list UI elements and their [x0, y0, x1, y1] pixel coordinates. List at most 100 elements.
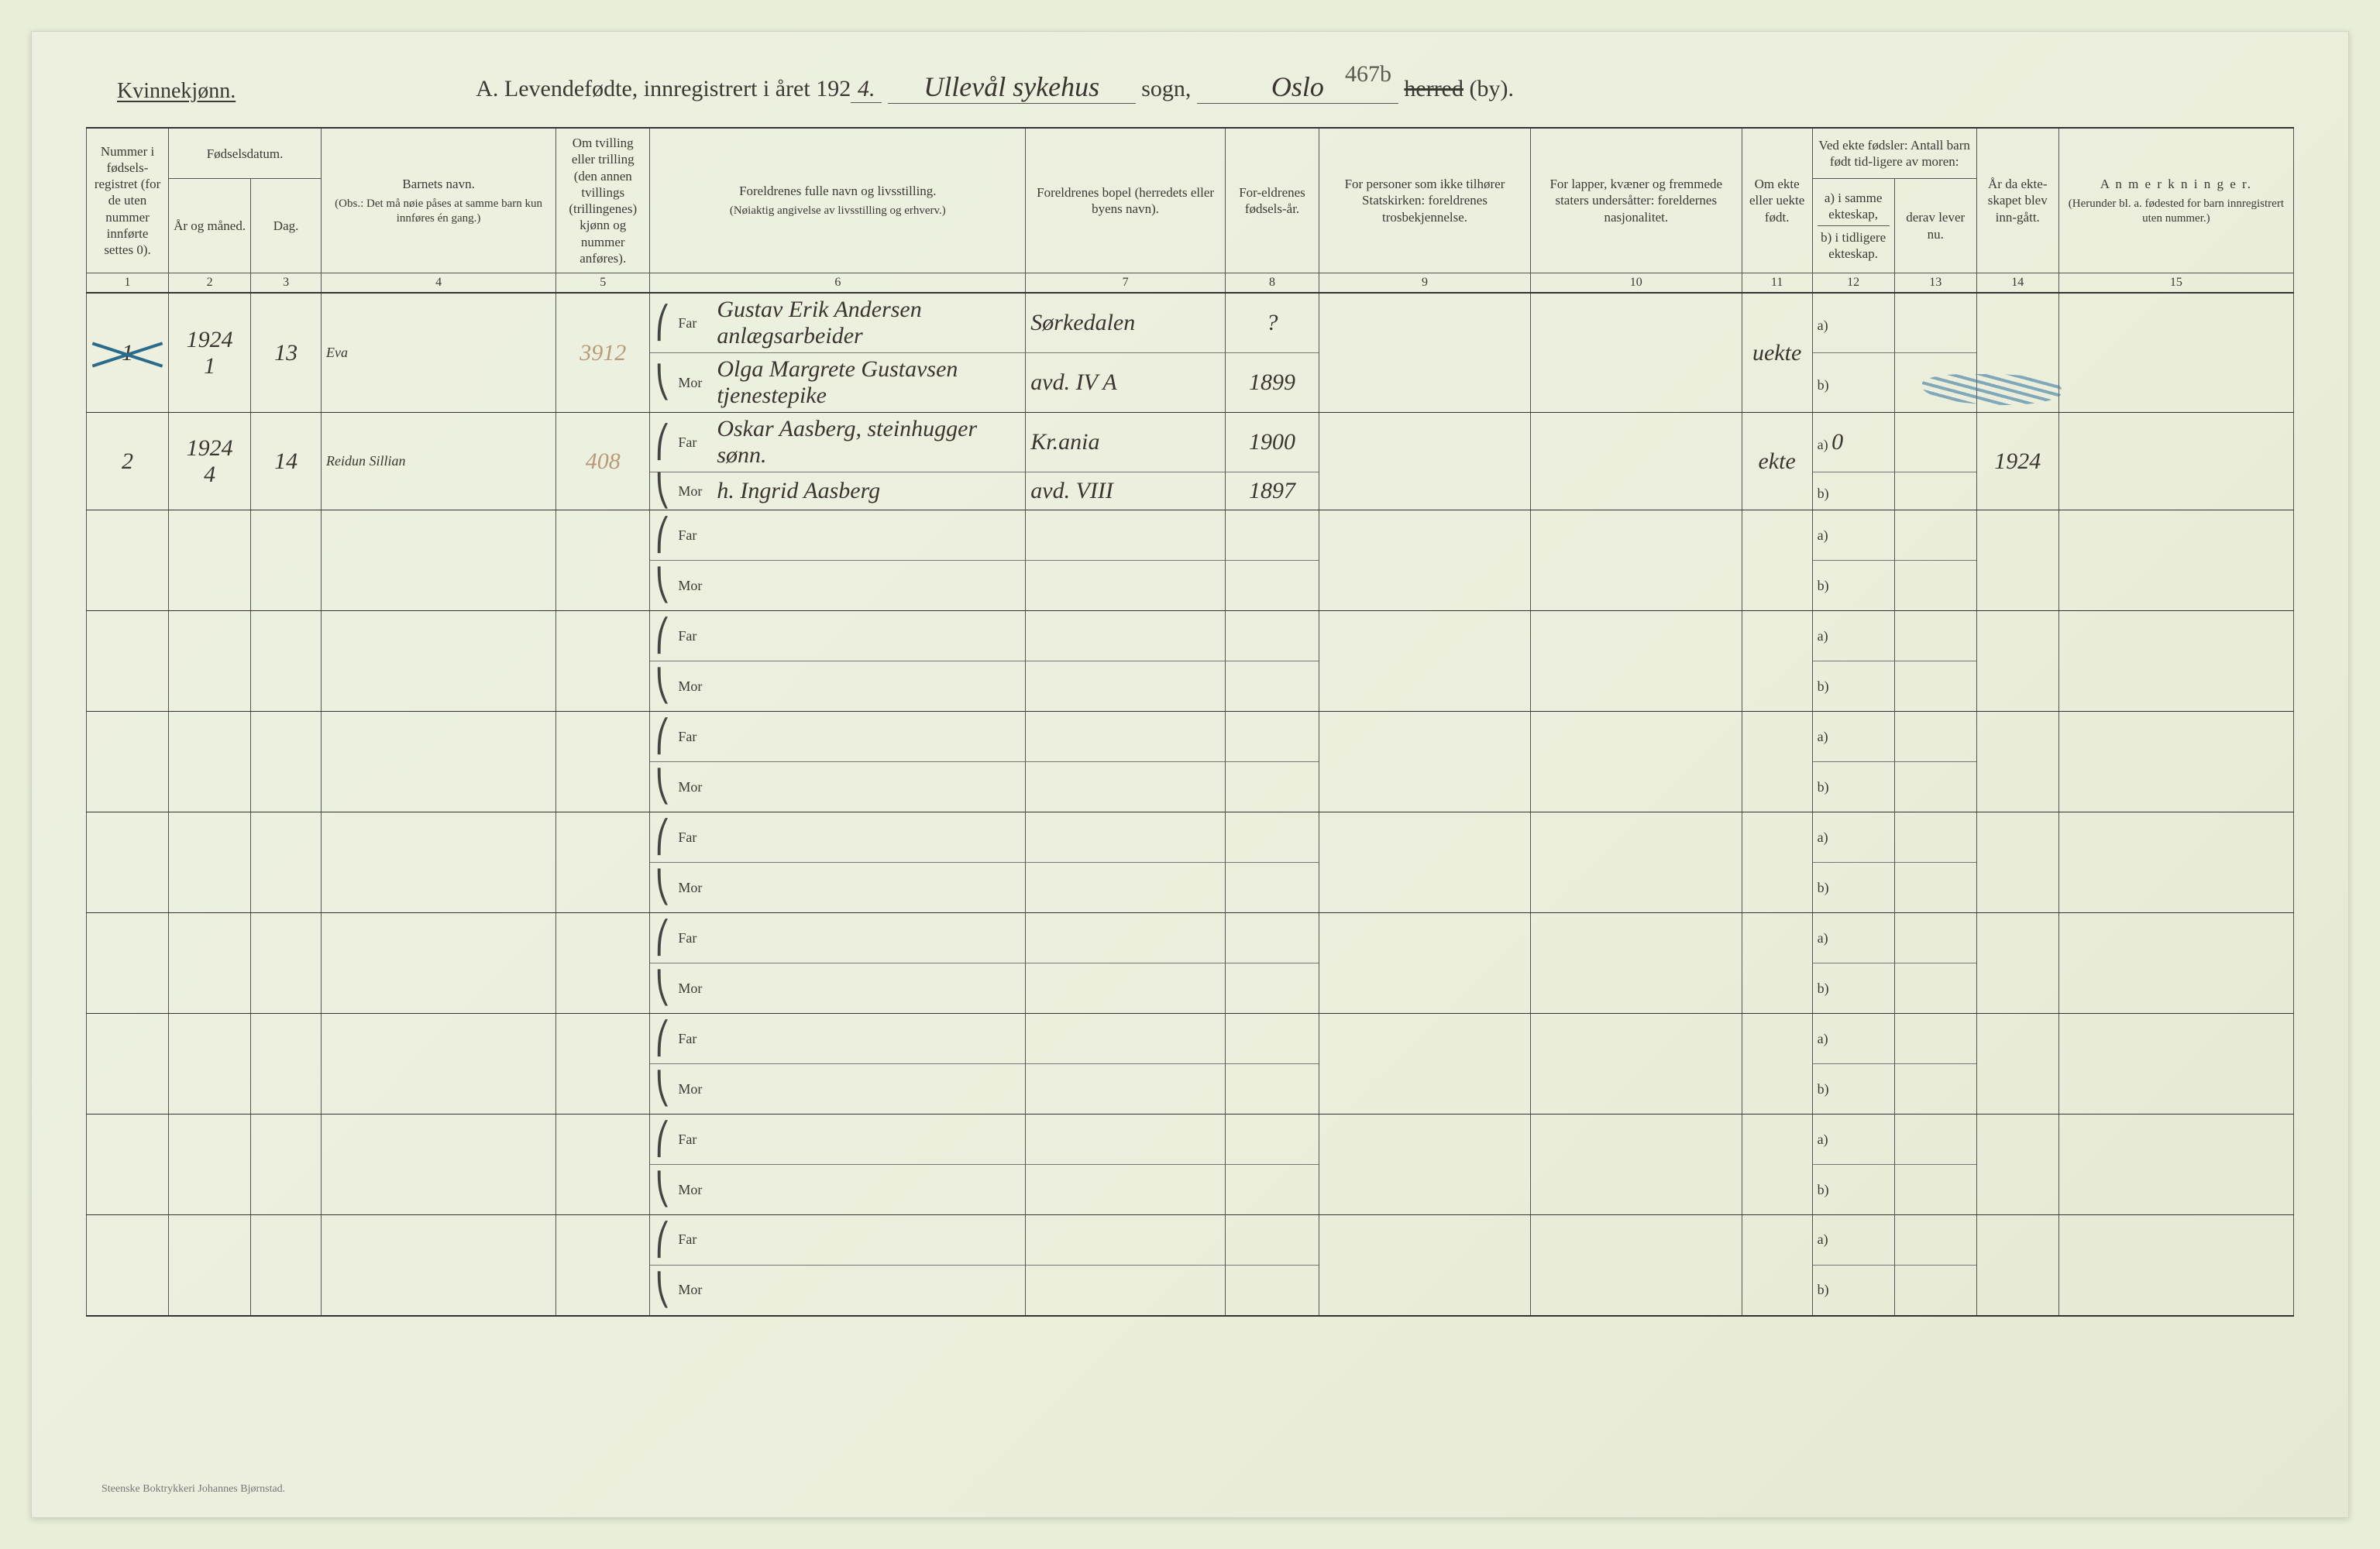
- mor-label: Mor: [678, 981, 709, 997]
- cell-empty: [1026, 1165, 1226, 1215]
- cell-a-empty: a): [1812, 1014, 1894, 1064]
- far-label: Far: [678, 829, 709, 846]
- cell-empty: [1225, 1215, 1319, 1266]
- cell-tros: [1319, 413, 1531, 510]
- th-lever-nu: derav lever nu.: [1894, 179, 1976, 273]
- cell-empty: [1894, 1165, 1976, 1215]
- cell-far-empty: ⎛Far: [650, 611, 1026, 661]
- cell-empty: [1225, 611, 1319, 661]
- cell-empty: [322, 1115, 556, 1215]
- cell-b-empty: b): [1812, 963, 1894, 1014]
- th-anm-label: A n m e r k n i n g e r.: [2064, 176, 2289, 192]
- th-parents-label: Foreldrenes fulle navn og livsstilling.: [655, 183, 1020, 199]
- th-fodselsaar: For-eldrenes fødsels-år.: [1225, 128, 1319, 273]
- cell-empty: [1976, 1014, 2058, 1115]
- cell-empty: [169, 611, 251, 712]
- cell-empty: [1894, 963, 1976, 1014]
- cell-empty: [1530, 812, 1742, 913]
- entry-row: 1 1924 1 13 Eva 3912 ⎛ Far Gustav Erik A…: [87, 293, 2294, 353]
- cell-empty: [322, 1215, 556, 1316]
- cell-empty: [1225, 913, 1319, 963]
- brace-bottom: ⎝: [655, 570, 670, 601]
- brace-bottom: ⎝: [655, 1275, 670, 1306]
- cell-b-empty: b): [1812, 863, 1894, 913]
- sogn-label: sogn,: [1141, 76, 1191, 101]
- cell-anm: [2058, 413, 2293, 510]
- cell-empty: [1976, 611, 2058, 712]
- cell-empty: [251, 812, 322, 913]
- cell-empty: [1976, 510, 2058, 611]
- cell-empty: [1225, 1115, 1319, 1165]
- colnum: 13: [1894, 273, 1976, 294]
- th-tvilling: Om tvilling eller trilling (den annen tv…: [556, 128, 650, 273]
- cell-empty: [1026, 762, 1226, 812]
- cell-year-month: 1924 1: [169, 293, 251, 413]
- register-page: 467b Kvinnekjønn. A. Levendefødte, innre…: [31, 31, 2349, 1518]
- cell-lever-a: [1894, 413, 1976, 472]
- th-ekteskap-aar: År da ekte-skapet blev inn-gått.: [1976, 128, 2058, 273]
- cell-a: a): [1812, 293, 1894, 353]
- cell-child-name: Reidun Sillian: [322, 413, 556, 510]
- cell-mor: ⎝ Mor h. Ingrid Aasberg: [650, 472, 1026, 510]
- column-numbers-row: 1 2 3 4 5 6 7 8 9 10 11 12 13 14 15: [87, 273, 2294, 294]
- cell-b: b): [1812, 472, 1894, 510]
- brace-bottom: ⎝: [655, 872, 670, 903]
- cell-empty: [1894, 1115, 1976, 1165]
- cell-anm: [2058, 293, 2293, 413]
- cell-a-empty: a): [1812, 913, 1894, 963]
- cell-empty: [1225, 963, 1319, 1014]
- cell-far-empty: ⎛Far: [650, 510, 1026, 561]
- colnum: 10: [1530, 273, 1742, 294]
- colnum: 2: [169, 273, 251, 294]
- entry-row: 2 1924 4 14 Reidun Sillian 408 ⎛ Far Osk…: [87, 413, 2294, 472]
- cell-a-empty: a): [1812, 1115, 1894, 1165]
- mor-label: Mor: [678, 1081, 709, 1097]
- cell-empty: [1894, 712, 1976, 762]
- cell-b-empty: b): [1812, 1265, 1894, 1315]
- cell-empty: [251, 510, 322, 611]
- th-bopel: Foreldrenes bopel (herredets eller byens…: [1026, 128, 1226, 273]
- colnum: 6: [650, 273, 1026, 294]
- far-label: Far: [678, 527, 709, 544]
- cell-mor-empty: ⎝Mor: [650, 561, 1026, 611]
- brace-top: ⎛: [655, 1023, 670, 1054]
- cell-empty: [2058, 712, 2293, 812]
- far-name: Gustav Erik Andersen anlægsarbeider: [717, 297, 1020, 349]
- cell-empty: [87, 812, 169, 913]
- th-foreldre-navn: Foreldrenes fulle navn og livsstilling. …: [650, 128, 1026, 273]
- cell-empty: [1225, 510, 1319, 561]
- cell-empty: [87, 1014, 169, 1115]
- cell-ekt-aar: 1924: [1976, 413, 2058, 510]
- colnum: 4: [322, 273, 556, 294]
- cell-num: 1: [87, 293, 169, 413]
- cell-nasj: [1530, 293, 1742, 413]
- cell-empty: [1026, 1115, 1226, 1165]
- cell-tros: [1319, 293, 1531, 413]
- cell-far-empty: ⎛ Far: [650, 812, 1026, 863]
- cell-mor-empty: ⎝Mor: [650, 863, 1026, 913]
- cell-mor-empty: ⎝ Mor: [650, 1265, 1026, 1315]
- cell-empty: [169, 1014, 251, 1115]
- cell-empty: [1225, 1064, 1319, 1115]
- mor-label: Mor: [678, 483, 709, 500]
- cell-empty: [1026, 963, 1226, 1014]
- cell-empty: [87, 913, 169, 1014]
- cell-empty: [2058, 510, 2293, 611]
- cell-empty: [322, 1014, 556, 1115]
- cell-empty: [1894, 863, 1976, 913]
- cell-empty: [1026, 510, 1226, 561]
- brace-top: ⎛: [655, 822, 670, 853]
- cell-empty: [1225, 812, 1319, 863]
- mor-label: Mor: [678, 1282, 709, 1298]
- table-header: Nummer i fødsels-registret (for de uten …: [87, 128, 2294, 293]
- far-label: Far: [678, 628, 709, 644]
- cell-empty: [1530, 913, 1742, 1014]
- cell-empty: [1530, 1215, 1742, 1316]
- cell-empty: [87, 1215, 169, 1316]
- th-tros: For personer som ikke tilhører Statskirk…: [1319, 128, 1531, 273]
- cell-empty: [1530, 1014, 1742, 1115]
- cell-twin: 408: [556, 413, 650, 510]
- cell-empty: [1319, 1014, 1531, 1115]
- th-fodselsdatum: Fødselsdatum.: [169, 128, 322, 179]
- herred-label: herred: [1404, 76, 1463, 101]
